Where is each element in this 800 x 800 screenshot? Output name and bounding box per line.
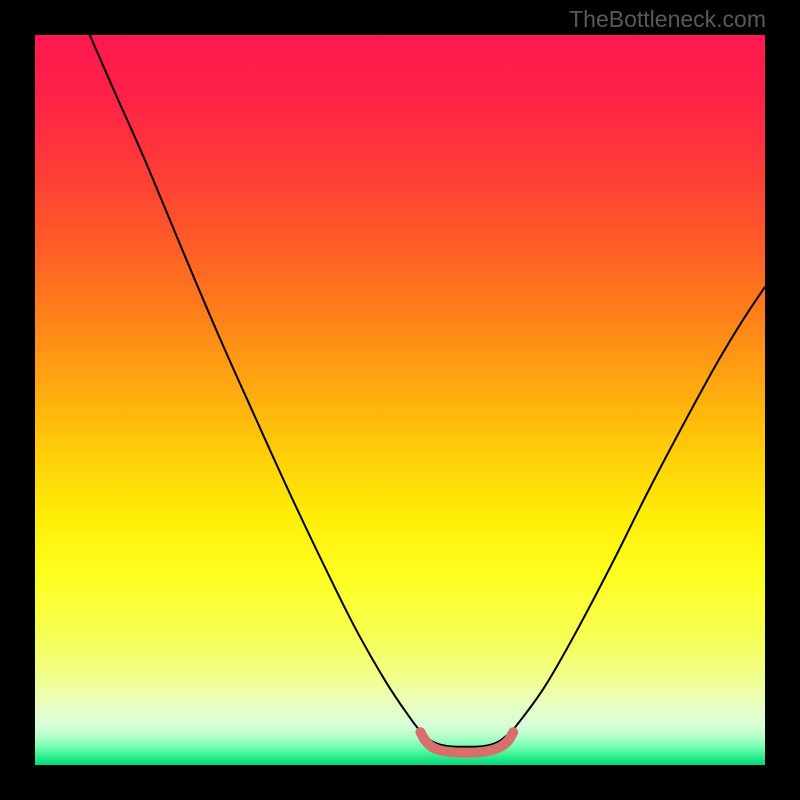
chart-plot-area [0,0,800,800]
watermark-text: TheBottleneck.com [569,6,766,33]
bottleneck-chart: TheBottleneck.com [0,0,800,800]
